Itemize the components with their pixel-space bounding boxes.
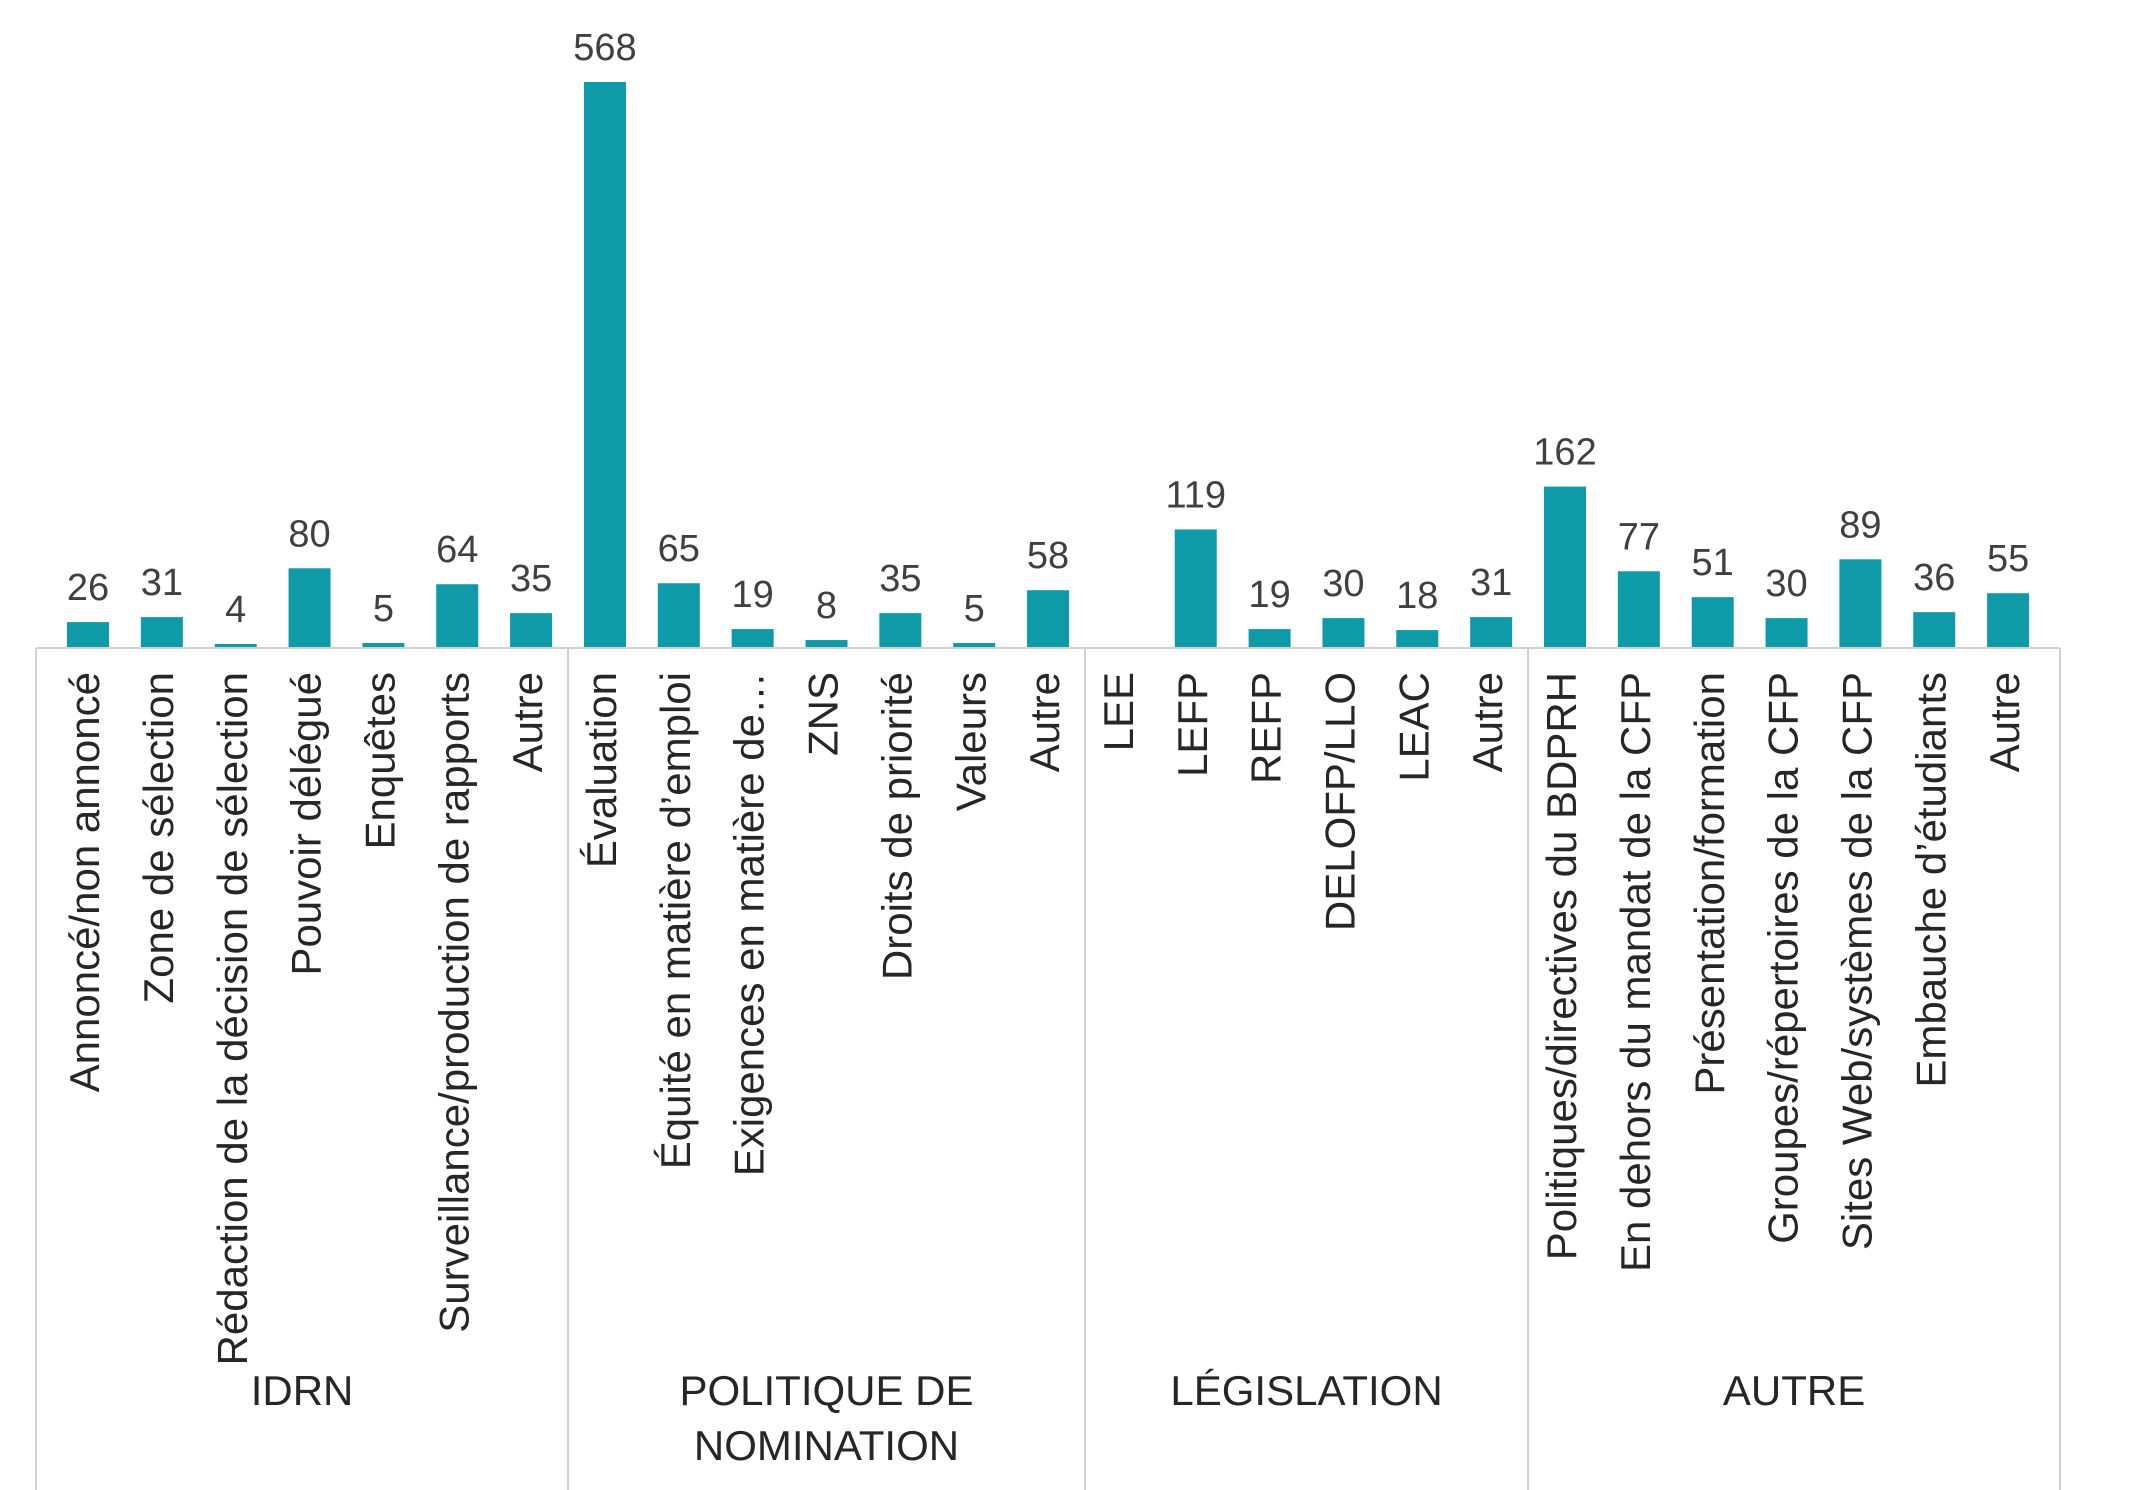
category-label: Sites Web/systèmes de la CFP bbox=[1833, 672, 1880, 1250]
bar-1-1 bbox=[657, 583, 700, 648]
value-label: 35 bbox=[879, 558, 921, 600]
bar-2-5 bbox=[1470, 617, 1513, 648]
category-label: Autre bbox=[1464, 672, 1511, 772]
value-label: 5 bbox=[373, 588, 394, 630]
category-label: DELOFP/LLO bbox=[1317, 672, 1364, 931]
category-label: REFP bbox=[1243, 672, 1290, 784]
category-label: Autre bbox=[1981, 672, 2028, 772]
bar-3-2 bbox=[1691, 597, 1734, 648]
value-label: 65 bbox=[658, 528, 700, 570]
value-label: 64 bbox=[436, 529, 478, 571]
category-label: Surveillance/production de rapports bbox=[430, 672, 477, 1333]
category-label: Embauche d’étudiants bbox=[1907, 672, 1954, 1088]
category-label: LEAC bbox=[1390, 672, 1437, 782]
category-label: Zone de sélection bbox=[135, 672, 182, 1004]
group-label: POLITIQUE DE NOMINATION bbox=[679, 1367, 973, 1469]
value-label: 89 bbox=[1839, 504, 1881, 546]
bar-3-0 bbox=[1544, 486, 1586, 648]
bar-3-5 bbox=[1913, 612, 1956, 648]
value-label: 18 bbox=[1396, 575, 1438, 617]
bar-1-6 bbox=[1027, 590, 1070, 648]
value-label: 36 bbox=[1913, 557, 1955, 599]
category-label: Droits de priorité bbox=[873, 672, 920, 980]
value-label: 77 bbox=[1618, 516, 1660, 558]
bar-2-3 bbox=[1322, 618, 1365, 648]
bar-2-1 bbox=[1174, 529, 1217, 648]
bar-1-0 bbox=[583, 82, 626, 648]
category-label: Groupes/répertoires de la CFP bbox=[1760, 672, 1807, 1244]
bar-0-2 bbox=[214, 644, 257, 648]
bar-1-4 bbox=[879, 613, 922, 648]
bar-3-4 bbox=[1839, 559, 1882, 648]
value-label: 35 bbox=[510, 558, 552, 600]
bar-1-5 bbox=[953, 643, 996, 648]
bar-2-4 bbox=[1396, 630, 1439, 648]
category-label: Enquêtes bbox=[356, 672, 403, 849]
bar-1-3 bbox=[805, 640, 848, 648]
value-label: 162 bbox=[1533, 432, 1596, 474]
value-label: 26 bbox=[67, 567, 109, 609]
bar-0-3 bbox=[288, 568, 331, 648]
bar-3-1 bbox=[1617, 571, 1660, 648]
category-label: Autre bbox=[504, 672, 551, 772]
category-label: Évaluation bbox=[578, 672, 625, 868]
bar-0-0 bbox=[67, 622, 109, 648]
value-label: 119 bbox=[1165, 474, 1226, 516]
category-label: Exigences en matière de… bbox=[726, 672, 773, 1176]
value-label: 4 bbox=[225, 589, 246, 631]
bar-1-2 bbox=[731, 629, 774, 648]
bar-0-1 bbox=[140, 617, 183, 648]
value-label: 5 bbox=[964, 588, 985, 630]
category-label: ZNS bbox=[800, 672, 847, 756]
bar-3-6 bbox=[1987, 593, 2030, 648]
bar-3-3 bbox=[1765, 618, 1808, 648]
category-label: LEFP bbox=[1169, 672, 1216, 777]
value-label: 55 bbox=[1987, 538, 2029, 580]
bar-0-4 bbox=[362, 643, 405, 648]
value-label: 30 bbox=[1765, 563, 1807, 605]
category-label: Équité en matière d’emploi bbox=[652, 672, 699, 1169]
category-label: Rédaction de la décision de sélection bbox=[209, 672, 256, 1365]
value-label: 31 bbox=[1470, 562, 1512, 604]
category-label: Politiques/directives du BDPRH bbox=[1538, 672, 1585, 1260]
category-label: Annoncé/non annoncé bbox=[61, 672, 108, 1092]
value-label: 19 bbox=[732, 574, 774, 616]
category-label: Pouvoir délégué bbox=[283, 672, 330, 976]
category-label: LEE bbox=[1095, 672, 1142, 751]
bar-0-6 bbox=[510, 613, 553, 648]
bar-0-5 bbox=[436, 584, 479, 648]
value-label: 51 bbox=[1692, 542, 1734, 584]
value-label: 58 bbox=[1027, 535, 1069, 577]
group-label: AUTRE bbox=[1723, 1367, 1865, 1414]
category-label: Autre bbox=[1021, 672, 1068, 772]
value-label: 8 bbox=[816, 585, 837, 627]
category-label: Présentation/formation bbox=[1686, 672, 1733, 1095]
group-label: LÉGISLATION bbox=[1170, 1367, 1442, 1414]
value-label: 31 bbox=[141, 562, 183, 604]
value-label: 80 bbox=[288, 513, 330, 555]
category-label: Valeurs bbox=[947, 672, 994, 811]
value-label: 19 bbox=[1248, 574, 1290, 616]
category-label: En dehors du mandat de la CFP bbox=[1612, 672, 1659, 1272]
value-label: 30 bbox=[1322, 563, 1364, 605]
group-label: IDRN bbox=[251, 1367, 354, 1414]
bar-2-2 bbox=[1248, 629, 1291, 648]
value-label: 568 bbox=[573, 27, 636, 69]
